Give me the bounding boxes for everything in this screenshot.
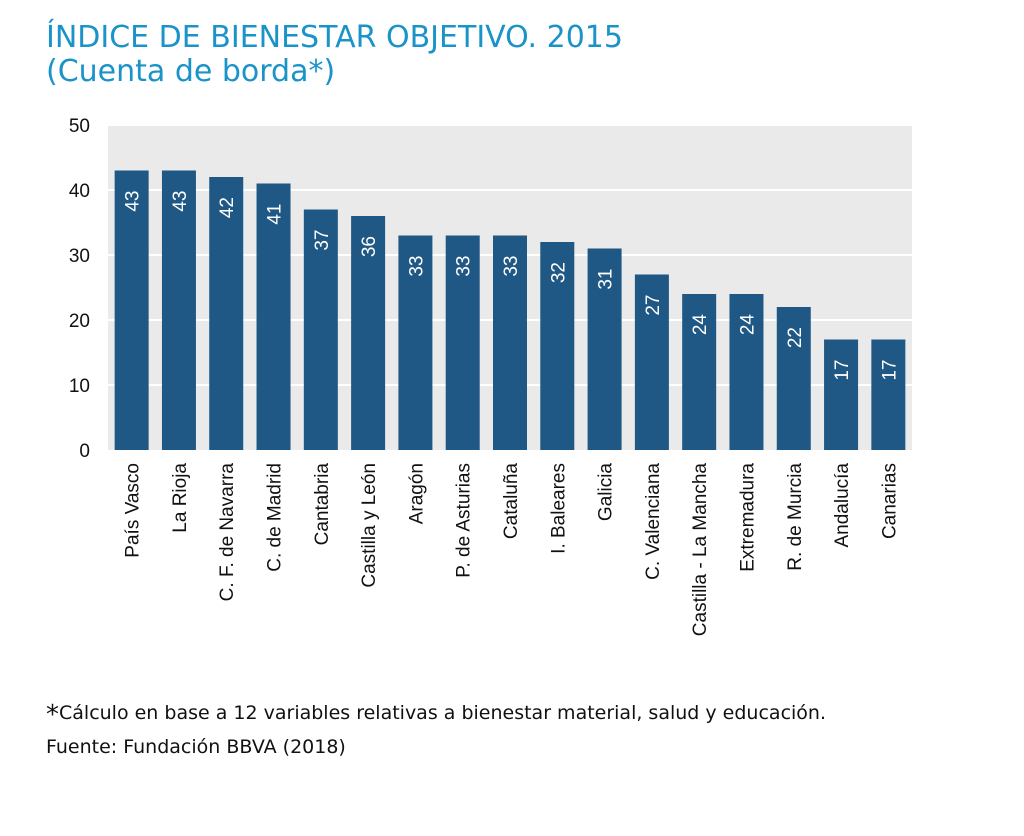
- bar-value-label: 43: [123, 191, 144, 212]
- x-category-label: Andalucía: [832, 463, 853, 548]
- bar-value-label: 24: [737, 314, 758, 336]
- bar-value-label: 37: [312, 230, 333, 251]
- x-category-label: Castilla y León: [359, 463, 380, 588]
- bar-value-label: 33: [406, 256, 427, 277]
- bar-value-label: 43: [170, 191, 191, 212]
- bar: [351, 216, 386, 450]
- bar: [824, 339, 859, 450]
- x-category-label: Canarias: [879, 463, 900, 539]
- footnote-text: Cálculo en base a 12 variables relativas…: [59, 702, 826, 724]
- bar: [634, 274, 669, 450]
- bar: [682, 294, 717, 450]
- x-category-label: P. de Asturias: [454, 463, 475, 578]
- x-category-label: C. Valenciana: [643, 463, 664, 580]
- x-category-label: R. de Murcia: [785, 463, 806, 571]
- bar-value-label: 42: [217, 197, 238, 218]
- x-category-label: C. de Madrid: [265, 463, 286, 572]
- bar-value-label: 32: [548, 262, 569, 283]
- bar-value-label: 31: [596, 269, 617, 290]
- bar-value-label: 33: [454, 256, 475, 277]
- bar: [161, 170, 196, 450]
- bar: [540, 242, 575, 450]
- bar-value-label: 24: [690, 314, 711, 336]
- bar: [445, 235, 480, 450]
- y-tick-label: 10: [69, 376, 90, 397]
- bar: [776, 307, 811, 450]
- bar: [729, 294, 764, 450]
- x-category-label: Extremadura: [737, 463, 758, 572]
- x-category-label: Galicia: [596, 463, 617, 522]
- x-category-label: Aragón: [406, 463, 427, 524]
- y-tick-label: 30: [69, 246, 90, 267]
- bar: [209, 177, 244, 450]
- bar-chart: 0 10 20 30 40 50 43 País Vasco 43 La Rioja 42 C. F.…: [69, 116, 912, 637]
- x-category-label: I. Baleares: [548, 463, 569, 554]
- bar-value-label: 36: [359, 236, 380, 257]
- x-category-label: Cantabria: [312, 463, 333, 546]
- chart-subtitle: (Cuenta de borda*): [46, 54, 336, 89]
- x-category-label: La Rioja: [170, 463, 191, 533]
- footnote-marker: *: [46, 700, 59, 730]
- bar-value-label: 27: [643, 295, 664, 316]
- bar: [256, 183, 291, 450]
- bar-value-label: 17: [879, 360, 900, 381]
- y-tick-label: 50: [69, 116, 90, 137]
- footnote: *Cálculo en base a 12 variables relativa…: [46, 700, 826, 730]
- x-category-label: País Vasco: [123, 463, 144, 558]
- bar-value-label: 41: [265, 204, 286, 225]
- bar: [303, 209, 338, 450]
- x-category-label: Castilla - La Mancha: [690, 463, 711, 637]
- source-note: Fuente: Fundación BBVA (2018): [46, 736, 346, 758]
- chart-title: ÍNDICE DE BIENESTAR OBJETIVO. 2015: [46, 20, 623, 55]
- y-tick-label: 20: [69, 311, 90, 332]
- bar: [114, 170, 149, 450]
- bar: [587, 248, 622, 450]
- y-tick-label: 0: [79, 441, 90, 462]
- x-category-label: Cataluña: [501, 463, 522, 539]
- bar: [871, 339, 906, 450]
- x-category-label: C. F. de Navarra: [217, 463, 238, 602]
- bar-value-label: 22: [785, 327, 806, 348]
- bar: [493, 235, 527, 450]
- bar-value-label: 17: [832, 360, 853, 381]
- bar: [398, 235, 433, 450]
- y-tick-label: 40: [69, 181, 90, 202]
- bar-value-label: 33: [501, 256, 522, 277]
